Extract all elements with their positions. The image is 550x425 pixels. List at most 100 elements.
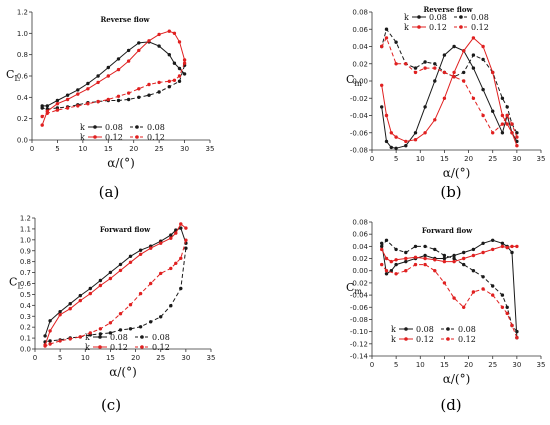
y-tick-label: 0.6 <box>20 280 32 288</box>
y-tick-label: -0.14 <box>350 353 369 361</box>
data-point <box>481 250 485 255</box>
data-point <box>137 87 141 91</box>
data-point <box>515 144 519 148</box>
data-point <box>394 247 398 252</box>
chart-title: Forward flow <box>422 226 473 235</box>
legend-label: 0.08 <box>429 13 447 22</box>
data-point <box>88 331 93 335</box>
data-point <box>106 97 111 102</box>
data-point <box>471 36 476 40</box>
data-point <box>108 276 113 281</box>
data-point <box>510 131 514 135</box>
data-point <box>481 87 485 92</box>
data-point <box>491 131 495 135</box>
chart-title: Reverse flow <box>423 5 473 14</box>
data-point <box>116 94 121 99</box>
y-tick-label: -0.02 <box>350 95 368 103</box>
x-tick-label: 10 <box>78 145 87 153</box>
data-point <box>423 244 427 249</box>
legend-marker <box>404 327 408 331</box>
y-tick-label: -0.02 <box>350 279 368 287</box>
data-point <box>86 102 90 106</box>
data-point <box>394 258 398 262</box>
data-point <box>471 290 476 294</box>
data-point <box>404 62 408 66</box>
legend-label: 0.12 <box>110 343 128 352</box>
data-point <box>462 305 466 309</box>
y-tick-label: 1.0 <box>20 236 31 244</box>
data-point <box>149 281 153 286</box>
data-point <box>481 275 485 279</box>
y-tick-label: 0.9 <box>20 247 31 255</box>
data-point <box>404 139 408 144</box>
y-tick-label: 0.06 <box>352 26 368 34</box>
data-point <box>471 247 476 252</box>
data-point <box>76 104 80 108</box>
x-tick-label: 10 <box>81 354 90 362</box>
data-point <box>138 325 143 329</box>
data-point <box>174 261 178 265</box>
legend-label: 0.12 <box>416 335 434 344</box>
data-point <box>96 74 100 78</box>
data-point <box>58 339 62 343</box>
data-point <box>384 272 389 276</box>
x-tick-label: 35 <box>537 361 546 369</box>
data-point <box>177 74 182 78</box>
data-point <box>126 48 131 53</box>
data-point <box>515 135 519 139</box>
data-point <box>413 255 418 259</box>
data-point <box>106 65 111 70</box>
data-point <box>510 122 514 126</box>
legend-label: 0.12 <box>429 23 447 32</box>
legend-marker <box>417 15 421 19</box>
data-point <box>128 254 133 258</box>
data-point <box>98 278 103 283</box>
data-point <box>384 139 389 144</box>
data-point <box>442 281 447 285</box>
y-tick-label: 0.02 <box>352 255 368 263</box>
data-point <box>137 95 141 100</box>
data-point <box>481 113 485 118</box>
y-axis-label: Cm <box>346 281 362 296</box>
x-axis-label: α/(°) <box>443 166 471 180</box>
legend-marker <box>93 125 97 129</box>
data-point <box>128 327 133 331</box>
data-point <box>380 44 384 49</box>
data-point <box>380 241 384 245</box>
data-point <box>491 238 495 242</box>
x-tick-label: 5 <box>394 361 398 369</box>
data-point <box>149 246 153 250</box>
legend-marker <box>446 337 450 341</box>
data-point <box>108 270 113 275</box>
data-point <box>505 311 509 316</box>
y-tick-label: -0.06 <box>350 129 369 137</box>
data-point <box>471 96 476 101</box>
y-tick-label: -0.08 <box>350 147 368 155</box>
data-point <box>58 310 62 314</box>
x-tick-label: 10 <box>416 361 425 369</box>
legend-header: k <box>85 333 90 342</box>
legend-header: k <box>391 335 396 344</box>
legend-marker <box>135 125 139 129</box>
data-point <box>68 337 72 341</box>
legend-label: 0.12 <box>105 133 123 142</box>
panel-label: (a) <box>99 183 120 201</box>
y-tick-label: 0.1 <box>20 335 31 343</box>
y-tick-label: -0.04 <box>350 292 369 300</box>
data-point <box>452 253 456 258</box>
data-point <box>149 320 153 324</box>
data-point <box>184 226 188 230</box>
legend-label: 0.12 <box>471 23 489 32</box>
y-tick-label: 1.2 <box>17 9 28 17</box>
y-tick-label: -0.04 <box>350 112 369 120</box>
legend-label: 0.12 <box>152 343 170 352</box>
legend-marker <box>140 335 144 339</box>
y-tick-label: 1.2 <box>20 215 31 223</box>
legend-label: 0.12 <box>458 335 476 344</box>
data-point <box>404 259 408 264</box>
x-tick-label: 0 <box>370 361 374 369</box>
data-point <box>159 241 163 245</box>
data-point <box>423 256 427 261</box>
data-point <box>452 70 456 75</box>
data-point <box>433 79 437 83</box>
